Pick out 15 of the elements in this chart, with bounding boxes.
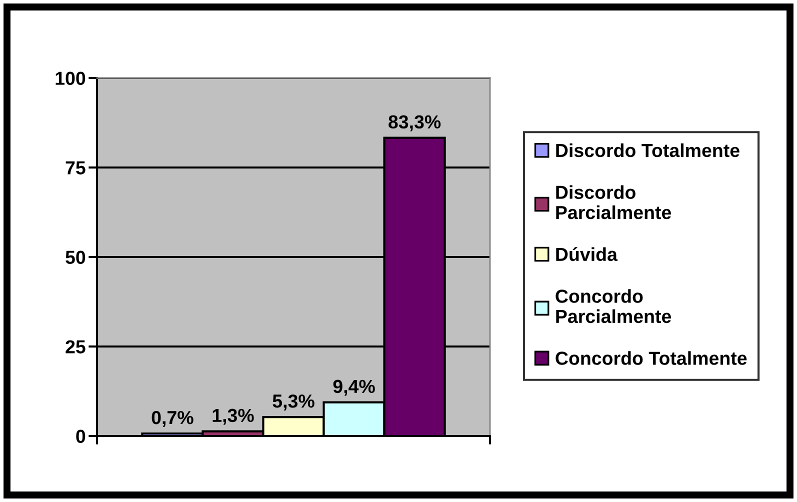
y-tick-label: 100 bbox=[56, 72, 86, 85]
legend-label: Concordo Parcialmente bbox=[556, 289, 672, 324]
y-tick-label: 75 bbox=[66, 161, 86, 174]
data-label: 83,3% bbox=[388, 115, 441, 132]
y-tick-label: 0 bbox=[76, 430, 86, 443]
legend-label: Discordo Parcialmente bbox=[556, 185, 672, 220]
data-label: 1,3% bbox=[212, 408, 254, 425]
y-tick-label: 25 bbox=[66, 340, 86, 354]
data-label: 0,7% bbox=[152, 410, 194, 427]
legend-label: Discordo Totalmente bbox=[556, 143, 740, 158]
legend-label: Concordo Totalmente bbox=[556, 351, 747, 365]
data-label: 5,3% bbox=[272, 394, 314, 410]
y-tick-label: 50 bbox=[66, 250, 86, 264]
data-label: 9,4% bbox=[333, 380, 375, 396]
legend-label: Dúvida bbox=[556, 247, 618, 262]
